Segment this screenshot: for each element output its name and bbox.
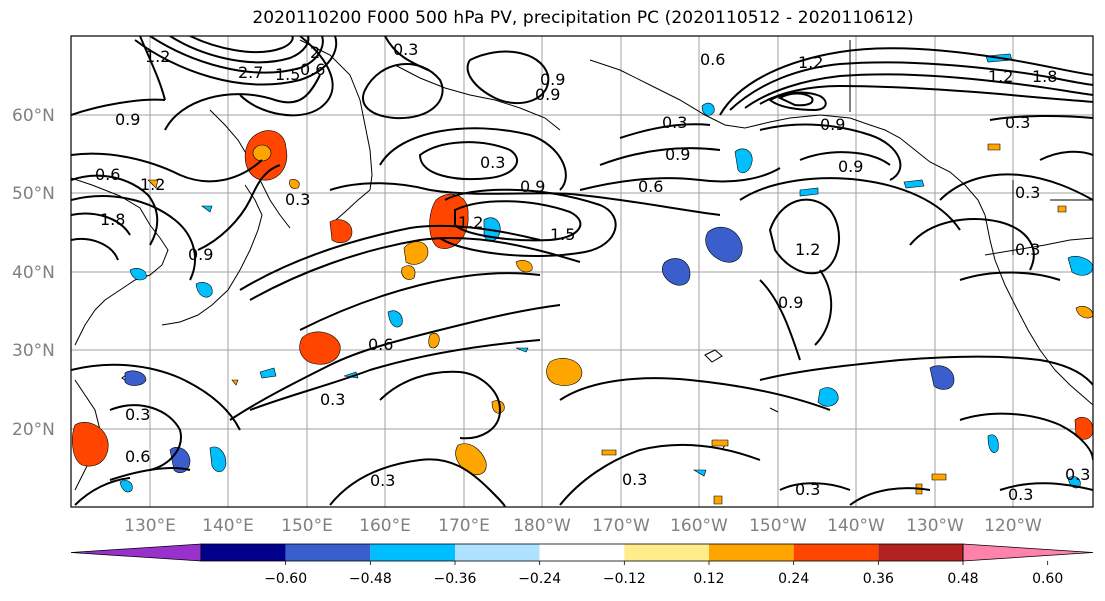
colorbar-tick-label: 0.60	[1032, 571, 1063, 587]
contour-label: 1.8	[100, 210, 125, 229]
colorbar-segment	[793, 544, 879, 561]
colorbar-tick-label: 0.36	[863, 571, 894, 587]
lon-label: 150°E	[281, 516, 333, 536]
contour-label: 1.2	[795, 240, 820, 259]
contour-label: 0.9	[820, 115, 845, 134]
colorbar-tick-label: 0.48	[947, 571, 978, 587]
colorbar-segment	[370, 544, 455, 561]
lat-label: 40°N	[12, 263, 55, 283]
contour-label: 0.3	[1015, 240, 1040, 259]
lon-label: 150°W	[749, 516, 807, 536]
contour-label: 0.3	[285, 190, 310, 209]
longitude-labels: 130°E 140°E 150°E 160°E 170°E 180°W 170°…	[124, 516, 1042, 536]
contour-label: 0.3	[1015, 183, 1040, 202]
contour-label: 0.6	[95, 165, 120, 184]
colorbar-segment	[201, 544, 286, 561]
colorbar-tick-label: 0.24	[778, 571, 809, 587]
graticule	[71, 36, 1093, 507]
latitude-labels: 60°N 50°N 40°N 30°N 20°N	[12, 106, 55, 440]
lon-label: 120°W	[984, 516, 1042, 536]
coastlines	[71, 39, 1093, 491]
contour-label: 0.9	[838, 157, 863, 176]
contour-label: 0.9	[188, 245, 213, 264]
colorbar-tick-label: −0.36	[434, 571, 477, 587]
lon-label: 140°W	[827, 516, 885, 536]
map-panel: 1.2 2.7 1.5 2 0.3 0.6 0.9 0.6 0.9 1.2 1.…	[70, 35, 1094, 508]
lon-label: 160°E	[359, 516, 411, 536]
contour-label: 0.3	[1065, 465, 1090, 484]
colorbar-segment	[624, 544, 709, 561]
colorbar-extend-high	[962, 543, 1094, 562]
colorbar-segment	[539, 544, 625, 561]
contour-label: 0.3	[1008, 485, 1033, 504]
lat-label: 30°N	[12, 341, 55, 361]
contour-label: 1.8	[1032, 67, 1057, 86]
contour-label: 0.3	[370, 471, 395, 490]
contour-label: 1.2	[988, 67, 1013, 86]
contour-label: 0.3	[622, 470, 647, 489]
contour-label: 0.9	[778, 293, 803, 312]
map-frame	[70, 35, 1094, 508]
precip-shading	[72, 53, 1093, 505]
contour-label: 0.6	[368, 335, 393, 354]
contour-label: 1.2	[145, 47, 170, 66]
contour-label: 0.9	[115, 110, 140, 129]
contour-label: 2	[310, 43, 320, 62]
lon-label: 160°W	[670, 516, 728, 536]
contour-label: 0.9	[665, 145, 690, 164]
colorbar-tick-label: −0.48	[349, 571, 392, 587]
lon-label: 140°E	[202, 516, 254, 536]
contour-label: 1.2	[140, 175, 165, 194]
contour-label: 0.6	[638, 177, 663, 196]
contour-label: 0.9	[520, 177, 545, 196]
contour-label: 2.7	[238, 63, 263, 82]
contour-label: 0.3	[393, 40, 418, 59]
contour-label: 0.3	[125, 405, 150, 424]
colorbar-frame	[200, 543, 964, 562]
colorbar-segment	[878, 544, 963, 561]
contour-label: 1.2	[798, 53, 823, 72]
lon-label: 130°E	[124, 516, 176, 536]
colorbar-extend-low	[70, 543, 202, 562]
contour-label: 0.6	[300, 60, 325, 79]
colorbar-segment	[285, 544, 371, 561]
colorbar-tick-label: 0.12	[693, 571, 724, 587]
colorbar: −0.60 −0.48 −0.36 −0.24 −0.12 0.12 0.24 0.36 0.4…	[70, 543, 1094, 587]
contour-label: 0.3	[320, 390, 345, 409]
pv-contours	[71, 36, 1093, 507]
colorbar-segment	[455, 544, 540, 561]
lat-label: 20°N	[12, 420, 55, 440]
contour-label: 0.3	[662, 113, 687, 132]
lon-label: 130°W	[906, 516, 964, 536]
lat-label: 50°N	[12, 184, 55, 204]
lon-label: 170°W	[592, 516, 650, 536]
colorbar-tick-label: −0.24	[518, 571, 561, 587]
lat-label: 60°N	[12, 106, 55, 126]
contour-label: 1.2	[458, 213, 483, 232]
lon-label: 170°E	[438, 516, 490, 536]
lon-label: 180°W	[513, 516, 571, 536]
contour-label: 0.3	[795, 480, 820, 499]
contour-label: 0.9	[535, 85, 560, 104]
contour-labels: 1.2 2.7 1.5 2 0.3 0.6 0.9 0.6 0.9 1.2 1.…	[95, 40, 1090, 504]
colorbar-segment	[709, 544, 794, 561]
colorbar-tick-label: −0.12	[603, 571, 646, 587]
contour-label: 1.5	[550, 225, 575, 244]
contour-label: 0.6	[700, 50, 725, 69]
contour-label: 0.9	[540, 70, 565, 89]
colorbar-tick-label: −0.60	[264, 571, 307, 587]
contour-label: 0.6	[125, 447, 150, 466]
contour-label: 0.3	[1005, 113, 1030, 132]
contour-label: 0.3	[480, 153, 505, 172]
map-title: 2020110200 F000 500 hPa PV, precipitatio…	[252, 8, 914, 28]
contour-label: 1.5	[275, 65, 300, 84]
